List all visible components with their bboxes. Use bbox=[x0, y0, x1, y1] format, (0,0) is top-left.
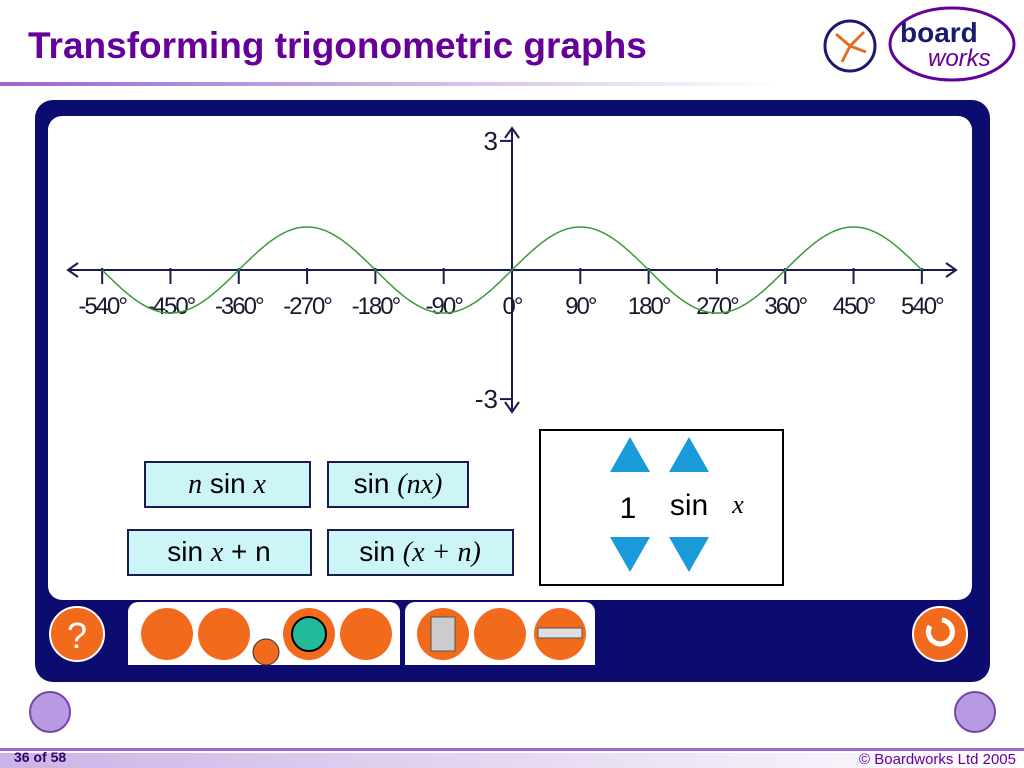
protractor-tool[interactable] bbox=[474, 608, 526, 660]
x-tick-label: 180° bbox=[628, 293, 671, 320]
label-part: (x + n) bbox=[403, 537, 481, 568]
prev-button[interactable] bbox=[29, 691, 71, 733]
x-tick-label: 0° bbox=[503, 293, 523, 320]
page-number: 36 of 58 bbox=[14, 749, 66, 765]
x-tick-label: 540° bbox=[901, 293, 944, 320]
label-part: (nx) bbox=[397, 469, 442, 500]
x-tick-label: 90° bbox=[565, 293, 597, 320]
button-label: sin (nx) bbox=[354, 468, 443, 500]
label-part: x bbox=[252, 469, 266, 500]
button[interactable] bbox=[327, 529, 514, 576]
next-button[interactable] bbox=[954, 691, 996, 733]
pen-tool[interactable] bbox=[198, 608, 250, 660]
calculator-icon bbox=[430, 616, 456, 652]
label-part: sin bbox=[354, 468, 390, 499]
x-tick-label: -540° bbox=[78, 293, 127, 320]
x-tick-label: 270° bbox=[696, 293, 739, 320]
x-tick-label: 450° bbox=[833, 293, 876, 320]
x-tick-label: -270° bbox=[283, 293, 332, 320]
clear-tool[interactable] bbox=[340, 608, 392, 660]
option-buttons: n sin x sin (nx) sin x + n sin (x + n) bbox=[127, 461, 514, 576]
logo-text: board bbox=[900, 17, 978, 48]
down-arrow[interactable] bbox=[669, 537, 709, 572]
help-icon: ? bbox=[67, 615, 87, 656]
up-arrow[interactable] bbox=[610, 437, 650, 472]
button-label: n sin x bbox=[188, 468, 266, 500]
label-part: x bbox=[210, 537, 224, 568]
button-label: sin (x + n) bbox=[359, 536, 481, 568]
button-label: sin x + n bbox=[167, 536, 271, 568]
up-arrow[interactable] bbox=[669, 437, 709, 472]
y-tick-label: 3 bbox=[484, 126, 498, 156]
reset-icon bbox=[925, 617, 955, 647]
copyright: © Boardworks Ltd 2005 bbox=[859, 751, 1016, 768]
x-tick-label: -90° bbox=[426, 293, 464, 320]
reset-button[interactable] bbox=[912, 606, 968, 662]
eraser-tool[interactable] bbox=[141, 608, 193, 660]
label-part: + n bbox=[231, 536, 271, 567]
label-part: sin bbox=[210, 468, 246, 499]
label-part: sin bbox=[167, 536, 203, 567]
title: Transforming trigonometric graphs bbox=[28, 25, 647, 66]
y-tick-label: -3 bbox=[475, 384, 498, 414]
work-area bbox=[48, 116, 972, 600]
ruler-icon bbox=[537, 627, 583, 639]
variable: x bbox=[731, 490, 744, 519]
x-tick-label: 360° bbox=[764, 293, 807, 320]
footer-rule bbox=[0, 748, 1024, 751]
color-wheel bbox=[291, 616, 327, 652]
arrow bbox=[66, 126, 958, 414]
logo-text: works bbox=[928, 45, 991, 72]
button[interactable] bbox=[127, 529, 312, 576]
toolbar-tab bbox=[128, 602, 400, 665]
x-tick-label: -360° bbox=[215, 293, 264, 320]
function: sin bbox=[670, 489, 708, 522]
label-part: n bbox=[188, 469, 202, 500]
control-box: 1 sin x bbox=[539, 429, 784, 586]
coefficient: 1 bbox=[620, 492, 637, 525]
button[interactable] bbox=[144, 461, 311, 508]
x-tick-label: -180° bbox=[352, 293, 401, 320]
x-tick-label: -450° bbox=[147, 293, 196, 320]
graph: -540° -450° -360° -270° -180° -90° 0° 90° 180° 27… bbox=[66, 126, 958, 414]
label-part: sin bbox=[359, 536, 395, 567]
toolbar: ? bbox=[49, 602, 968, 666]
logo: board works bbox=[823, 6, 1016, 82]
pen-color[interactable] bbox=[252, 638, 280, 666]
down-arrow[interactable] bbox=[610, 537, 650, 572]
button[interactable] bbox=[327, 461, 469, 508]
sine-curve bbox=[101, 226, 923, 314]
footer-band bbox=[0, 753, 1024, 768]
title-rule bbox=[0, 82, 780, 86]
help-button[interactable] bbox=[49, 606, 105, 662]
